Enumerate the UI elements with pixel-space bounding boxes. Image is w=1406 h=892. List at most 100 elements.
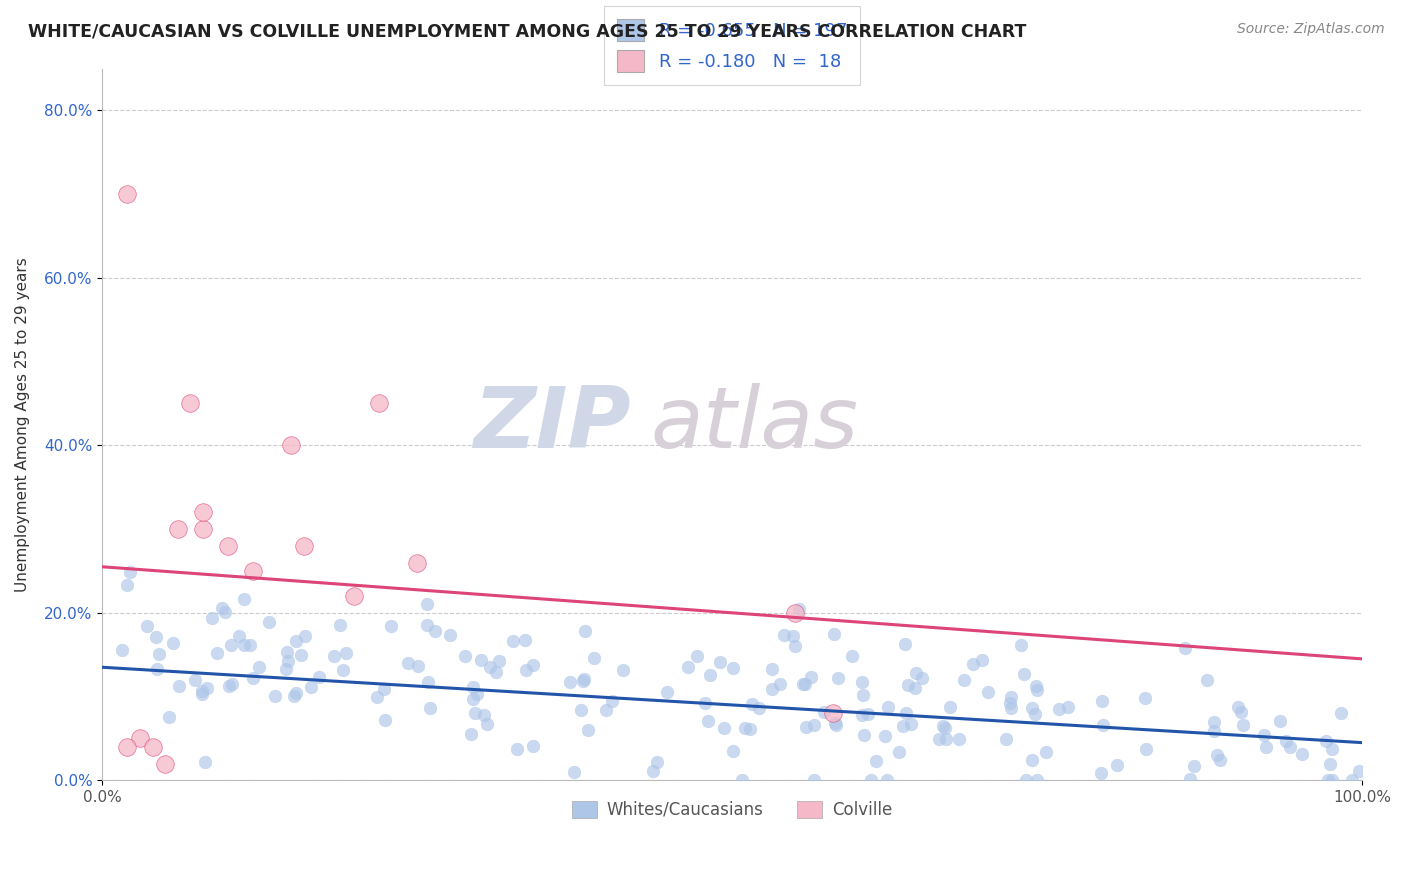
Point — [1278, 740, 1301, 755]
Point — [1209, 753, 1232, 767]
Point — [713, 721, 735, 735]
Point — [935, 732, 957, 747]
Point — [1197, 673, 1219, 687]
Point — [1275, 734, 1298, 748]
Point — [859, 773, 882, 788]
Point — [515, 663, 537, 677]
Point — [484, 665, 506, 679]
Point — [283, 690, 305, 704]
Point — [948, 732, 970, 747]
Point — [1015, 773, 1038, 788]
Point — [135, 619, 157, 633]
Point — [894, 706, 917, 720]
Point — [221, 677, 243, 691]
Point — [891, 718, 914, 732]
Point — [368, 396, 391, 410]
Point — [418, 675, 440, 690]
Point — [1227, 700, 1250, 714]
Point — [374, 713, 396, 727]
Point — [1135, 741, 1157, 756]
Point — [1000, 690, 1022, 704]
Point — [247, 660, 270, 674]
Point — [1253, 728, 1275, 742]
Point — [1173, 640, 1195, 655]
Point — [876, 700, 898, 714]
Y-axis label: Unemployment Among Ages 25 to 29 years: Unemployment Among Ages 25 to 29 years — [15, 257, 30, 591]
Point — [120, 565, 142, 579]
Point — [823, 626, 845, 640]
Point — [167, 680, 190, 694]
Point — [1348, 764, 1371, 778]
Point — [474, 708, 496, 723]
Point — [454, 649, 477, 664]
Point — [1025, 683, 1047, 698]
Text: ZIP: ZIP — [474, 383, 631, 466]
Point — [1291, 747, 1313, 761]
Point — [645, 755, 668, 769]
Point — [852, 688, 875, 702]
Point — [894, 637, 917, 651]
Point — [141, 739, 163, 754]
Point — [1000, 701, 1022, 715]
Point — [1270, 714, 1292, 729]
Point — [264, 690, 287, 704]
Point — [146, 661, 169, 675]
Point — [841, 648, 863, 663]
Point — [748, 701, 770, 715]
Text: Source: ZipAtlas.com: Source: ZipAtlas.com — [1237, 22, 1385, 37]
Point — [219, 639, 242, 653]
Point — [190, 684, 212, 698]
Point — [787, 602, 810, 616]
Text: WHITE/CAUCASIAN VS COLVILLE UNEMPLOYMENT AMONG AGES 25 TO 29 YEARS CORRELATION C: WHITE/CAUCASIAN VS COLVILLE UNEMPLOYMENT… — [28, 22, 1026, 40]
Point — [824, 718, 846, 732]
Point — [813, 706, 835, 720]
Point — [962, 657, 984, 671]
Point — [1133, 690, 1156, 705]
Point — [117, 578, 139, 592]
Point — [709, 655, 731, 669]
Point — [697, 714, 720, 728]
Point — [558, 675, 581, 690]
Point — [938, 700, 960, 714]
Point — [1012, 667, 1035, 681]
Point — [111, 642, 134, 657]
Point — [179, 396, 201, 410]
Point — [800, 669, 823, 683]
Point — [773, 628, 796, 642]
Point — [686, 648, 709, 663]
Point — [117, 739, 139, 754]
Point — [191, 505, 214, 519]
Point — [1178, 772, 1201, 787]
Point — [569, 702, 592, 716]
Point — [308, 670, 330, 684]
Point — [162, 636, 184, 650]
Point — [505, 742, 527, 756]
Point — [655, 684, 678, 698]
Point — [911, 671, 934, 685]
Point — [572, 673, 595, 688]
Point — [470, 653, 492, 667]
Point — [953, 673, 976, 688]
Point — [460, 727, 482, 741]
Point — [1035, 745, 1057, 759]
Point — [1010, 639, 1032, 653]
Point — [761, 662, 783, 676]
Point — [1319, 757, 1341, 772]
Point — [329, 617, 352, 632]
Point — [928, 732, 950, 747]
Point — [157, 710, 180, 724]
Point — [792, 677, 814, 691]
Point — [285, 634, 308, 648]
Point — [721, 744, 744, 758]
Point — [612, 663, 634, 677]
Point — [734, 721, 756, 735]
Point — [723, 661, 745, 675]
Point — [184, 673, 207, 687]
Point — [824, 716, 846, 731]
Point — [1202, 715, 1225, 730]
Point — [129, 731, 152, 746]
Point — [1026, 773, 1049, 788]
Point — [676, 660, 699, 674]
Point — [475, 716, 498, 731]
Point — [970, 653, 993, 667]
